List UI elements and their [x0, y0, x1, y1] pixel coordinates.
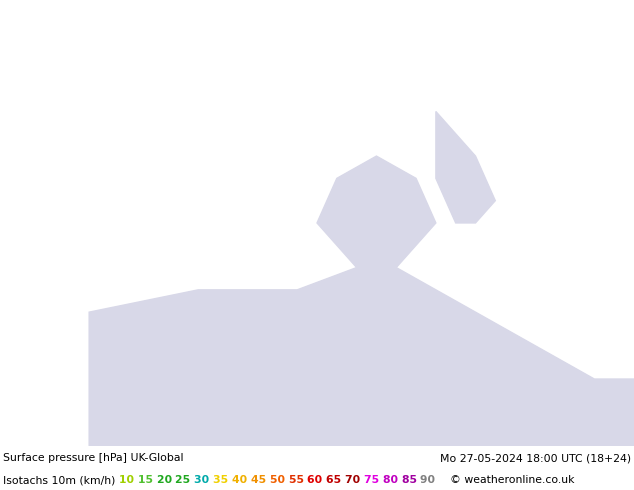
Text: 40: 40	[232, 475, 251, 485]
Polygon shape	[89, 268, 634, 446]
Text: 15: 15	[138, 475, 157, 485]
Text: 10: 10	[119, 475, 138, 485]
Text: 20: 20	[157, 475, 176, 485]
Text: Isotachs 10m (km/h): Isotachs 10m (km/h)	[3, 475, 119, 485]
Text: Surface pressure [hPa] UK-Global: Surface pressure [hPa] UK-Global	[3, 453, 184, 463]
Text: 60: 60	[307, 475, 326, 485]
Text: 85: 85	[401, 475, 420, 485]
Text: © weatheronline.co.uk: © weatheronline.co.uk	[450, 475, 574, 485]
Text: 35: 35	[213, 475, 232, 485]
Text: 65: 65	[326, 475, 345, 485]
Text: 55: 55	[288, 475, 307, 485]
Text: 80: 80	[383, 475, 401, 485]
Text: 45: 45	[251, 475, 270, 485]
Polygon shape	[436, 111, 495, 223]
Text: 75: 75	[364, 475, 383, 485]
Text: 30: 30	[194, 475, 213, 485]
Text: 90: 90	[420, 475, 439, 485]
Text: 25: 25	[176, 475, 194, 485]
Text: 50: 50	[270, 475, 288, 485]
Text: 70: 70	[345, 475, 364, 485]
Text: Mo 27-05-2024 18:00 UTC (18+24): Mo 27-05-2024 18:00 UTC (18+24)	[440, 453, 631, 463]
Polygon shape	[317, 156, 436, 268]
